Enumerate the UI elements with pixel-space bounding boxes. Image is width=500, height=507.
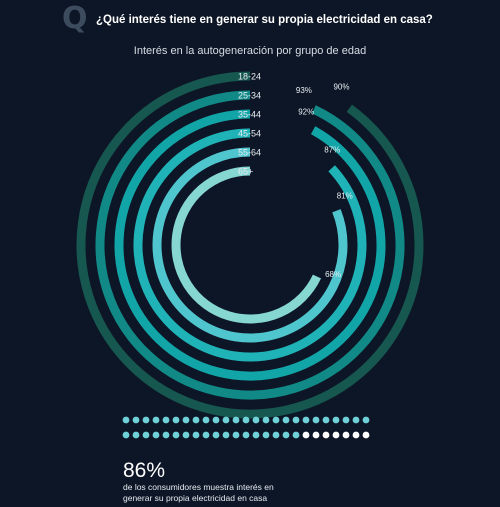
dot (122, 431, 130, 439)
dot (292, 431, 300, 439)
value-label-55-64: 81% (337, 191, 353, 200)
dot (232, 431, 240, 439)
dot (282, 416, 290, 424)
dot (212, 416, 220, 424)
q-icon: Q (62, 1, 88, 36)
dot (252, 416, 260, 424)
dot (122, 416, 130, 424)
dot (162, 431, 170, 439)
dot (292, 416, 300, 424)
dot (212, 431, 220, 439)
dot (172, 431, 180, 439)
category-label-25-34: 25-34 (238, 91, 261, 101)
summary-text-line1: de los consumidores muestra interés en (123, 482, 274, 492)
dot (182, 431, 190, 439)
dot (262, 416, 270, 424)
dot (302, 431, 310, 439)
dot (202, 431, 210, 439)
dot (242, 431, 250, 439)
dot (202, 416, 210, 424)
dot (192, 416, 200, 424)
category-label-55-64: 55-64 (238, 148, 261, 158)
dot (152, 431, 160, 439)
question-title: ¿Qué interés tiene en generar su propia … (96, 14, 433, 26)
dot (332, 416, 340, 424)
dot (162, 416, 170, 424)
chart-title: Interés en la autogeneración por grupo d… (133, 45, 367, 57)
category-label-45-54: 45-54 (238, 129, 261, 139)
ring-45-54 (133, 128, 367, 362)
summary-text-line2: generar su propia electricidad en casa (123, 493, 268, 503)
dot (342, 431, 350, 439)
ring-55-64 (152, 147, 348, 343)
ring-25-34 (95, 90, 405, 400)
dot (142, 416, 150, 424)
ring-35-44 (114, 109, 386, 381)
dot (302, 416, 310, 424)
radial-chart: 18-24 90% 25-34 93% 35-44 92% 45-54 87% 55-64 81%… (76, 71, 424, 419)
dot (152, 416, 160, 424)
dot (232, 416, 240, 424)
dot (322, 431, 330, 439)
dot (142, 431, 150, 439)
value-label-25-34: 93% (296, 86, 312, 95)
summary-text: de los consumidores muestra interés en g… (123, 482, 323, 504)
value-label-18-24: 90% (333, 83, 349, 92)
dot (132, 431, 140, 439)
dot (272, 416, 280, 424)
dot (362, 416, 370, 424)
category-label-65+: 65+ (238, 167, 253, 177)
dot (222, 416, 230, 424)
value-label-45-54: 87% (324, 146, 340, 155)
dot (312, 431, 320, 439)
dot (262, 431, 270, 439)
dot (352, 431, 360, 439)
dot (282, 431, 290, 439)
summary-value: 86% (123, 459, 166, 482)
dot (242, 416, 250, 424)
dot (252, 431, 260, 439)
dot (352, 416, 360, 424)
dot (322, 416, 330, 424)
dot (182, 416, 190, 424)
dot (342, 416, 350, 424)
dot (332, 431, 340, 439)
dot (272, 431, 280, 439)
dot (222, 431, 230, 439)
value-label-65+: 68% (325, 270, 341, 279)
value-label-35-44: 92% (298, 107, 314, 116)
dot (192, 431, 200, 439)
category-label-18-24: 18-24 (238, 72, 261, 82)
ring-18-24 (76, 71, 424, 419)
dot (132, 416, 140, 424)
category-label-35-44: 35-44 (238, 110, 261, 120)
dot (312, 416, 320, 424)
dot (362, 431, 370, 439)
ring-65+ (171, 166, 322, 324)
dot (172, 416, 180, 424)
